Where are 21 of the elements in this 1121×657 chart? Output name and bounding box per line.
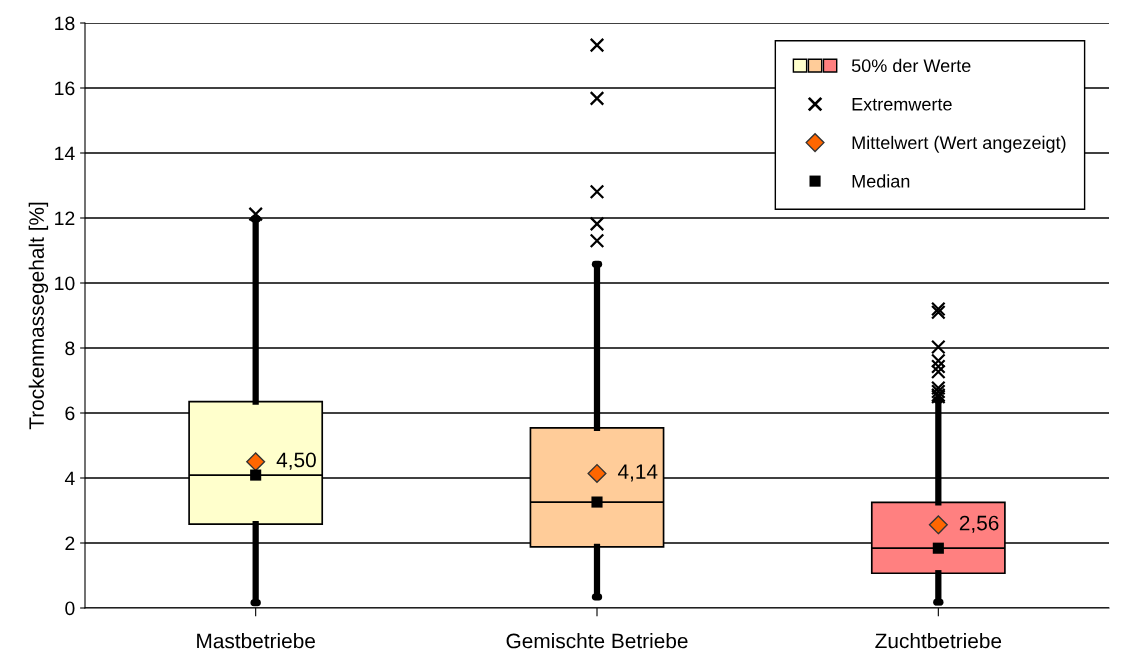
y-tick-label: 0 <box>65 601 75 616</box>
y-tick-label: 16 <box>55 81 75 96</box>
y-tick-label: 18 <box>55 16 75 31</box>
y-axis-title: Trockenmassegehalt [%] <box>28 202 49 430</box>
y-tick-label: 14 <box>55 146 75 161</box>
x-tick-label: Gemischte Betriebe <box>506 633 688 649</box>
y-tick-label: 8 <box>65 341 75 356</box>
y-tick-label: 10 <box>55 276 75 291</box>
legend-label: Extremwerte <box>852 98 952 111</box>
legend-label: Mittelwert (Wert angezeigt) <box>852 135 1066 153</box>
x-tick-label: Zuchtbetriebe <box>875 633 1002 649</box>
x-tick-label: Mastbetriebe <box>197 633 315 649</box>
y-tick-label: 12 <box>55 211 75 226</box>
y-tick-label: 4 <box>64 471 75 486</box>
y-tick-label: 6 <box>65 406 75 421</box>
data-label: 4,50 <box>276 452 316 470</box>
legend-label: 50% der Werte <box>851 58 971 73</box>
y-tick-label: 2 <box>65 536 75 551</box>
legend-label: Median <box>852 174 910 188</box>
data-label: 2,56 <box>959 515 999 533</box>
data-label: 4,14 <box>617 464 658 482</box>
